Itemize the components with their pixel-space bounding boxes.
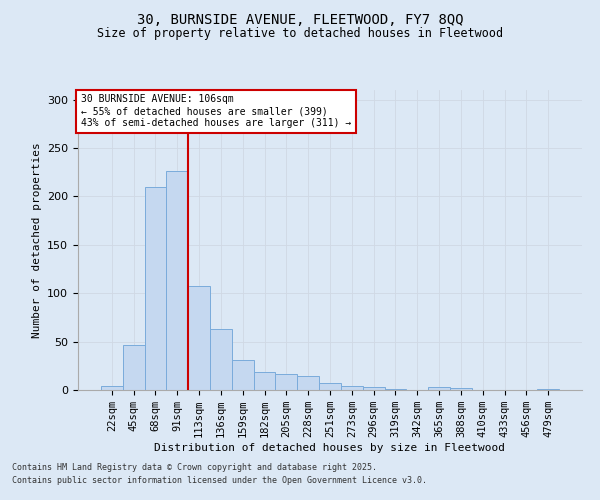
Bar (319, 383, 341, 390)
Bar (450, 388, 472, 390)
Text: Contains HM Land Registry data © Crown copyright and database right 2025.: Contains HM Land Registry data © Crown c… (12, 464, 377, 472)
Bar (145, 187, 166, 390)
Text: Size of property relative to detached houses in Fleetwood: Size of property relative to detached ho… (97, 28, 503, 40)
Text: 30, BURNSIDE AVENUE, FLEETWOOD, FY7 8QQ: 30, BURNSIDE AVENUE, FLEETWOOD, FY7 8QQ (137, 12, 463, 26)
Bar (363, 387, 385, 390)
Bar (101, 386, 123, 390)
Bar (428, 387, 450, 390)
Bar (210, 329, 232, 390)
Text: 30 BURNSIDE AVENUE: 106sqm
← 55% of detached houses are smaller (399)
43% of sem: 30 BURNSIDE AVENUE: 106sqm ← 55% of deta… (80, 94, 351, 128)
Bar (232, 360, 254, 390)
Bar (123, 346, 145, 390)
Bar (385, 389, 406, 390)
Y-axis label: Number of detached properties: Number of detached properties (32, 142, 41, 338)
Bar (537, 389, 559, 390)
Bar (275, 374, 297, 390)
Bar (341, 386, 363, 390)
Text: Contains public sector information licensed under the Open Government Licence v3: Contains public sector information licen… (12, 476, 427, 485)
Bar (188, 286, 210, 390)
Bar (297, 376, 319, 390)
X-axis label: Distribution of detached houses by size in Fleetwood: Distribution of detached houses by size … (155, 443, 505, 453)
Bar (254, 372, 275, 390)
Bar (166, 172, 188, 390)
